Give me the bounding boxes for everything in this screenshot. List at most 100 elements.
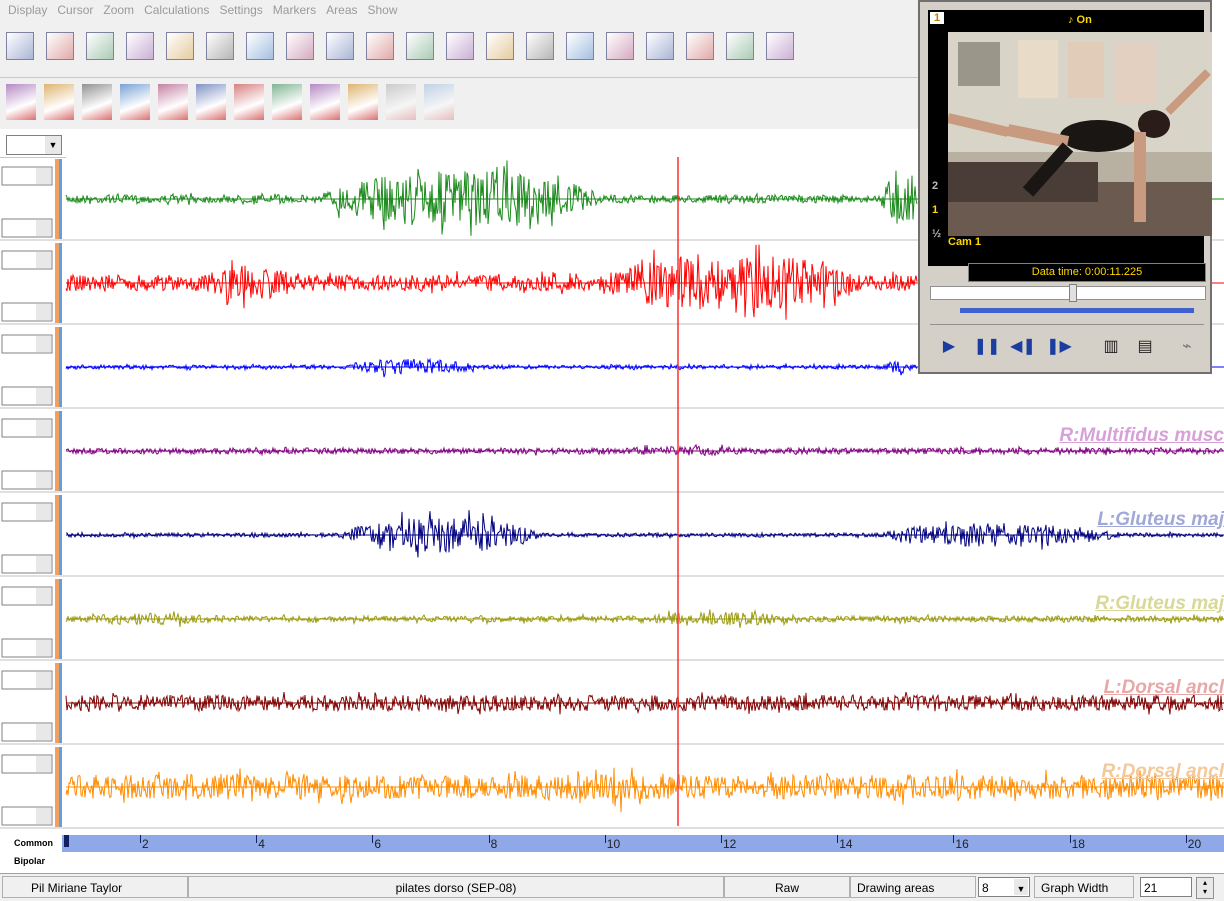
toolbar-button[interactable] [246,32,274,60]
toolbar-button[interactable] [424,84,454,120]
scale-strip [59,663,62,743]
axis-label-bipolar: Bipolar [14,856,45,866]
menu-item[interactable]: Zoom [103,3,134,17]
step-forward-button[interactable]: ❚▶ [1044,335,1074,359]
scale-strip [55,495,59,575]
toolbar-button[interactable] [166,32,194,60]
toolbar-button[interactable] [446,32,474,60]
time-tick-mark [1186,835,1187,843]
toolbar-button[interactable] [566,32,594,60]
toolbar-button[interactable] [286,32,314,60]
graph-width-spinner[interactable]: ▴▾ [1196,877,1214,899]
time-tick-mark [489,835,490,843]
spin-btn [36,420,51,436]
scale-strip [55,663,59,743]
graph-width-field[interactable]: 21 [1140,877,1192,897]
time-tick-label: 4 [258,837,265,851]
toolbar-button[interactable] [310,84,340,120]
toolbar-button[interactable] [158,84,188,120]
menu-item[interactable]: Markers [273,3,316,17]
time-tick-mark [721,835,722,843]
time-tick-label: 6 [374,837,381,851]
drawing-areas-value: 8 [982,881,989,895]
session-name: pilates dorso (SEP-08) [188,876,724,898]
toolbar-button[interactable] [234,84,264,120]
toolbar-button[interactable] [196,84,226,120]
time-tick-mark [605,835,606,843]
toolbar-button[interactable] [326,32,354,60]
toolbar-button[interactable] [46,32,74,60]
toolbar-button[interactable] [120,84,150,120]
camera-button[interactable]: ⌁ [1172,335,1202,359]
toolbar-button[interactable] [366,32,394,60]
toolbar-button[interactable] [206,32,234,60]
scale-strip [55,747,59,827]
spin-btn [36,808,51,824]
toolbar-button[interactable] [406,32,434,60]
time-tick-label: 2 [142,837,149,851]
pause-button[interactable]: ❚❚ [972,335,1002,359]
channel-label: L:Dorsal ancl [964,677,1224,699]
spin-btn [36,252,51,268]
toolbar-button[interactable] [486,32,514,60]
toolbar-button[interactable] [6,84,36,120]
time-tick-label: 12 [723,837,736,851]
sound-status[interactable]: ♪ On [1068,14,1092,26]
toolbar-button[interactable] [646,32,674,60]
toolbar-main [0,20,918,78]
toolbar-button[interactable] [526,32,554,60]
spin-btn [36,304,51,320]
toolbar-button[interactable] [44,84,74,120]
channel-label: R:Multifidus musc [964,425,1224,447]
menu-item[interactable]: Display [8,3,47,17]
scale-strip [59,327,62,407]
scale-strip [55,579,59,659]
time-tick-mark [953,835,954,843]
spin-btn [36,640,51,656]
toolbar-button[interactable] [386,84,416,120]
graph-width-label: Graph Width [1034,876,1134,898]
spin-btn [36,672,51,688]
toolbar-button[interactable] [726,32,754,60]
position-slider[interactable] [930,286,1206,300]
camera-label: Cam 1 [948,236,981,248]
spin-btn [36,756,51,772]
menu-item[interactable]: Settings [219,3,262,17]
channel-label: L:Gluteus maj [964,509,1224,531]
spin-btn [36,588,51,604]
toolbar-button[interactable] [6,32,34,60]
menu-item[interactable]: Show [368,3,398,17]
side-mark: ½ [932,228,941,240]
toolbar-button[interactable] [606,32,634,60]
axis-label-common: Common [14,838,53,848]
channel-combo[interactable]: ▼ [6,135,62,155]
scale-strip [55,159,59,239]
status-bar: Pil Miriane Taylor pilates dorso (SEP-08… [0,873,1224,901]
menu-item[interactable]: Cursor [57,3,93,17]
toolbar-button[interactable] [348,84,378,120]
toolbar-button[interactable] [126,32,154,60]
menu-item[interactable]: Areas [326,3,357,17]
spin-btn [36,724,51,740]
toolbar-button[interactable] [86,32,114,60]
toolbar-button[interactable] [82,84,112,120]
time-tick-mark [837,835,838,843]
layout-button[interactable]: ▥ [1096,335,1126,359]
toolbar-button[interactable] [686,32,714,60]
step-back-button[interactable]: ◀❚ [1008,335,1038,359]
progress-bar [960,308,1194,313]
scale-strip [59,747,62,827]
menu-item[interactable]: Calculations [144,3,209,17]
scale-strip [59,411,62,491]
toolbar-button[interactable] [766,32,794,60]
drawing-areas-field[interactable]: 8▼ [978,877,1030,897]
spin-btn [36,388,51,404]
scale-strip [59,495,62,575]
play-button[interactable]: ▶ [934,335,964,359]
frame-label: 1 [930,12,944,24]
layout2-button[interactable]: ▤ [1130,335,1160,359]
time-tick-mark [1070,835,1071,843]
time-tick-label: 16 [955,837,968,851]
toolbar-button[interactable] [272,84,302,120]
